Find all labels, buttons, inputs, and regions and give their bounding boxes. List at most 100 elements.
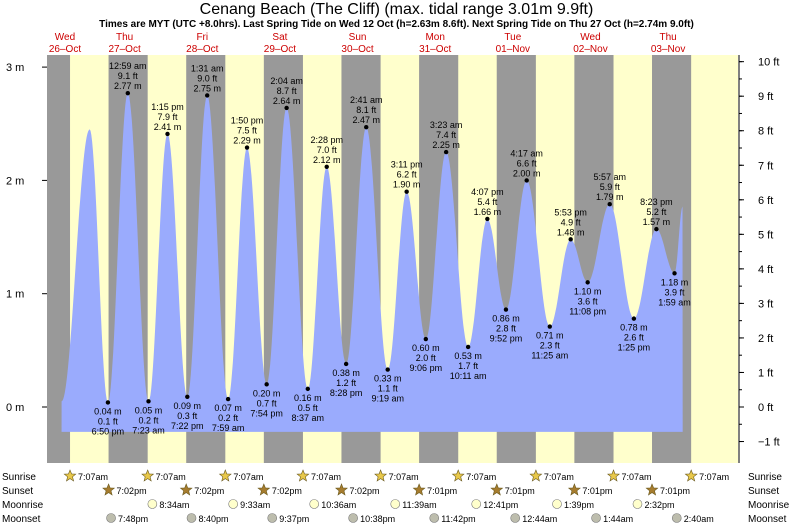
tide-label: 4.9 ft bbox=[561, 217, 582, 227]
high-tide-point bbox=[204, 93, 210, 98]
sunset-time: 7:01pm bbox=[582, 486, 612, 496]
tide-label: 11:25 am bbox=[531, 351, 568, 361]
moonset-time: 1:44am bbox=[603, 514, 633, 524]
high-tide-point bbox=[284, 105, 289, 111]
moonrise-icon bbox=[471, 499, 482, 509]
day-label-date: 30–Oct bbox=[341, 44, 373, 55]
tide-label: 9:19 am bbox=[371, 394, 404, 404]
tide-label: 1.79 m bbox=[596, 192, 624, 202]
tide-label: 1.1 ft bbox=[378, 384, 399, 394]
tide-label: 2.3 ft bbox=[540, 341, 561, 351]
low-tide-point bbox=[672, 271, 677, 276]
sunset-time: 7:01pm bbox=[660, 486, 690, 496]
moonrise-time: 2:32pm bbox=[644, 500, 674, 510]
high-tide-point bbox=[443, 149, 449, 155]
sunrise-icon bbox=[529, 469, 543, 482]
tide-label: 7.5 ft bbox=[237, 126, 258, 136]
low-tide-point bbox=[225, 396, 231, 402]
day-label-dow: Sat bbox=[272, 32, 287, 43]
tide-label: 2.41 m bbox=[154, 122, 182, 132]
moonrise-time: 8:34am bbox=[159, 500, 189, 510]
y-tick-label-ft: 2 ft bbox=[758, 333, 773, 345]
sunrise-icon bbox=[218, 469, 232, 482]
tide-label: 3:23 am bbox=[430, 120, 463, 130]
chart-title: Cenang Beach (The Cliff) (max. tidal ran… bbox=[199, 1, 594, 18]
moonset-row-label-right: Moonset bbox=[748, 514, 787, 525]
low-tide-point bbox=[343, 361, 349, 367]
sunrise-row-label-right: Sunrise bbox=[748, 472, 782, 483]
sunset-icon bbox=[412, 483, 426, 496]
sunset-icon bbox=[567, 483, 581, 496]
moonrise-icon bbox=[147, 499, 158, 509]
tide-label: 2:04 am bbox=[270, 76, 303, 86]
tide-label: 9:52 pm bbox=[490, 334, 523, 344]
moonset-icon bbox=[267, 513, 278, 523]
tide-label: 0.2 ft bbox=[218, 413, 239, 423]
tide-label: 2.47 m bbox=[352, 115, 380, 125]
day-label-date: 31–Oct bbox=[419, 44, 451, 55]
tide-label: 1.2 ft bbox=[336, 378, 357, 388]
sunset-time: 7:02pm bbox=[117, 486, 147, 496]
high-tide-point bbox=[607, 201, 612, 207]
sunset-time: 7:01pm bbox=[427, 486, 457, 496]
sunrise-time: 7:07am bbox=[311, 472, 341, 482]
y-tick-label-ft: 1 ft bbox=[758, 367, 773, 379]
sunset-icon bbox=[179, 483, 193, 496]
tide-label: 0.07 m bbox=[214, 403, 242, 413]
tide-label: 4:07 pm bbox=[471, 187, 504, 197]
tide-label: 1:59 am bbox=[658, 297, 691, 307]
day-label-date: 02–Nov bbox=[573, 44, 607, 55]
moonrise-icon bbox=[309, 499, 320, 509]
tide-label: 6.6 ft bbox=[517, 158, 538, 168]
tide-label: 11:08 pm bbox=[569, 306, 606, 316]
sunrise-time: 7:07am bbox=[78, 472, 108, 482]
moonset-time: 12:44am bbox=[522, 514, 557, 524]
chart-subtitle: Times are MYT (UTC +8.0hrs). Last Spring… bbox=[99, 19, 694, 30]
y-tick-label-ft: 10 ft bbox=[758, 57, 779, 69]
tide-label: 0.53 m bbox=[454, 351, 482, 361]
tide-label: 8:23 pm bbox=[640, 197, 673, 207]
sunset-icon bbox=[257, 483, 271, 496]
tide-label: 7:59 am bbox=[212, 423, 245, 433]
tide-label: 0.60 m bbox=[412, 343, 440, 353]
sunrise-icon bbox=[684, 469, 698, 482]
tide-label: 0.33 m bbox=[374, 374, 402, 384]
sunrise-icon bbox=[141, 469, 155, 482]
tide-label: 0.3 ft bbox=[177, 411, 198, 421]
tide-label: 8.7 ft bbox=[277, 86, 298, 96]
high-tide-point bbox=[568, 237, 573, 242]
tide-label: 7:54 pm bbox=[250, 408, 283, 418]
y-tick-label-ft: 5 ft bbox=[758, 229, 773, 241]
day-label-dow: Wed bbox=[580, 32, 600, 43]
tide-label: 6:50 pm bbox=[92, 426, 125, 436]
tide-label: 2.25 m bbox=[432, 140, 460, 150]
moonrise-icon bbox=[228, 499, 238, 509]
tide-label: 1.18 m bbox=[661, 277, 689, 287]
day-label-date: 29–Oct bbox=[264, 44, 296, 55]
moonrise-row-label: Moonrise bbox=[2, 500, 44, 511]
tide-label: 7:23 am bbox=[132, 425, 165, 435]
tide-label: 2.64 m bbox=[273, 96, 301, 106]
moonrise-icon bbox=[632, 499, 643, 509]
moonset-icon bbox=[186, 513, 197, 523]
sunset-icon bbox=[102, 483, 116, 496]
tide-label: 8:37 am bbox=[292, 413, 325, 423]
tide-label: 2.29 m bbox=[233, 136, 261, 146]
sunrise-icon bbox=[63, 469, 77, 482]
high-tide-point bbox=[324, 164, 329, 170]
tide-label: 1.7 ft bbox=[458, 361, 479, 371]
tide-label: 9.1 ft bbox=[118, 71, 139, 81]
moonset-time: 8:40pm bbox=[199, 514, 229, 524]
day-label-dow: Thu bbox=[116, 32, 133, 43]
tide-label: 0.5 ft bbox=[298, 403, 319, 413]
low-tide-point bbox=[105, 400, 111, 405]
y-tick-label-ft: 4 ft bbox=[758, 264, 773, 276]
day-label-date: 01–Nov bbox=[496, 44, 530, 55]
sunrise-time: 7:07am bbox=[622, 472, 652, 482]
tide-label: 10:11 am bbox=[450, 371, 487, 381]
low-tide-point bbox=[264, 382, 269, 387]
y-tick-label-ft: 3 ft bbox=[758, 298, 773, 310]
tide-label: 5.4 ft bbox=[477, 197, 498, 207]
y-tick-label-ft: 8 ft bbox=[758, 126, 773, 138]
moonset-time: 7:48pm bbox=[118, 514, 148, 524]
